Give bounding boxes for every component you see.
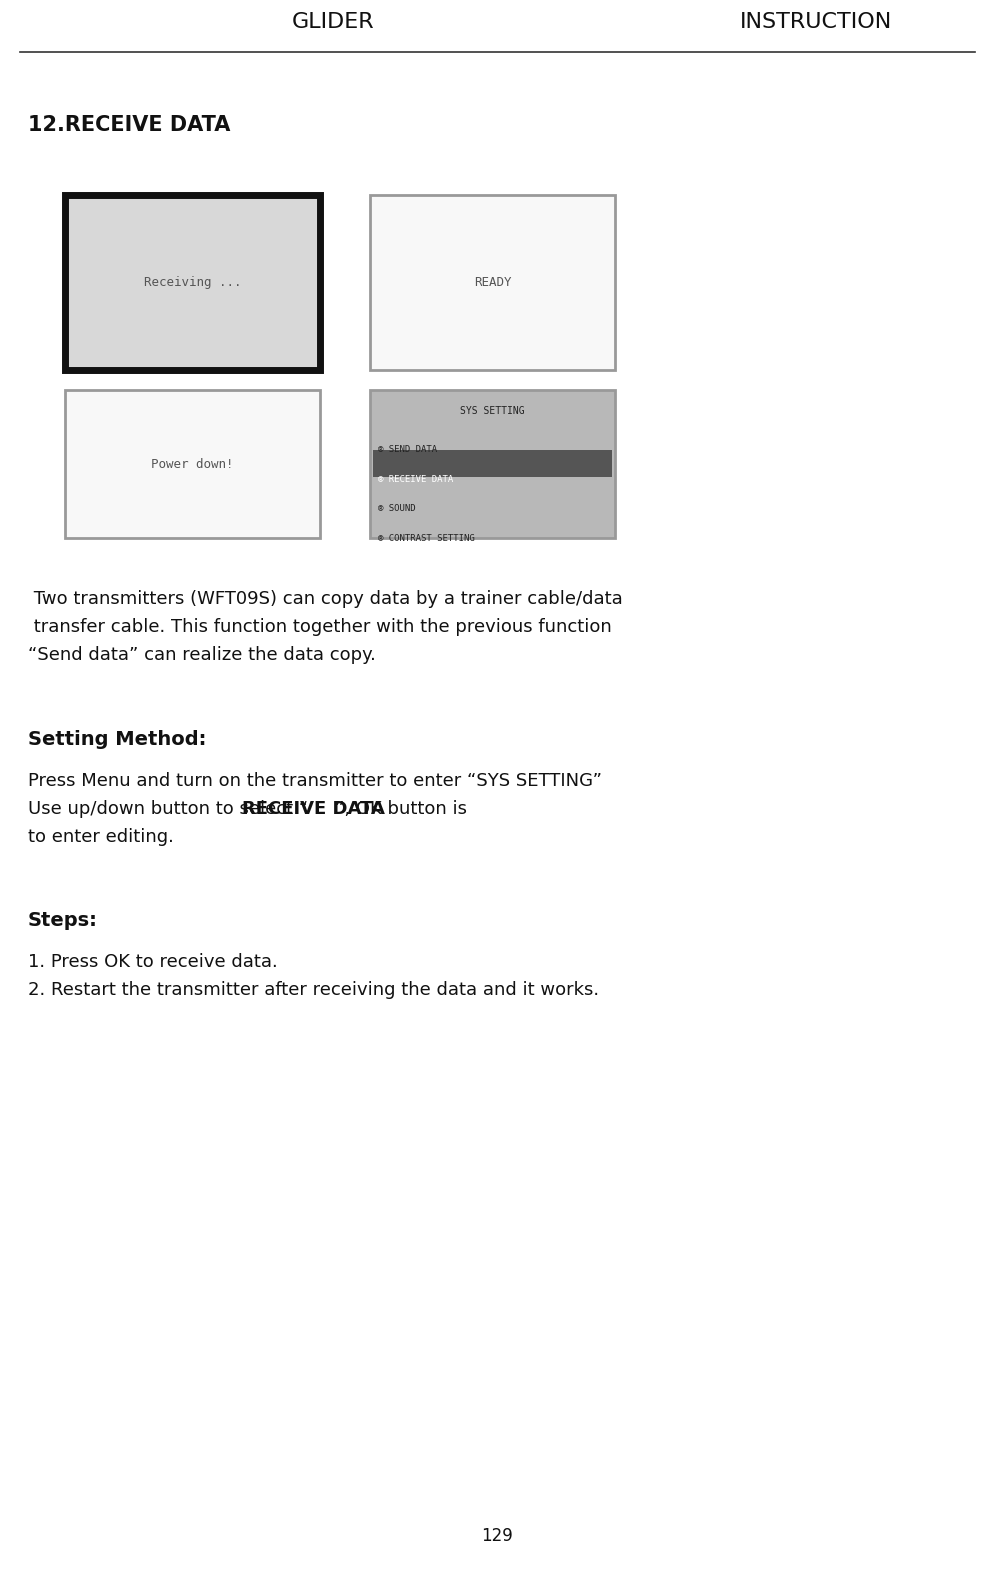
Bar: [65, 391, 320, 539]
Text: Setting Method:: Setting Method:: [28, 729, 206, 750]
Bar: [370, 195, 614, 370]
Bar: [373, 449, 611, 477]
Text: ® RECEIVE DATA: ® RECEIVE DATA: [378, 474, 453, 484]
Text: 2. Restart the transmitter after receiving the data and it works.: 2. Restart the transmitter after receivi…: [28, 981, 598, 999]
Bar: [370, 391, 614, 539]
Text: SYS SETTING: SYS SETTING: [459, 406, 524, 416]
Text: READY: READY: [473, 276, 511, 288]
Text: Steps:: Steps:: [28, 910, 97, 929]
Text: Power down!: Power down!: [151, 457, 234, 471]
Text: Use up/down button to select “: Use up/down button to select “: [28, 800, 308, 817]
Text: ”, OK button is: ”, OK button is: [335, 800, 467, 817]
Text: 1. Press OK to receive data.: 1. Press OK to receive data.: [28, 953, 277, 972]
Text: to enter editing.: to enter editing.: [28, 828, 174, 846]
Text: Receiving ...: Receiving ...: [143, 276, 241, 288]
Text: transfer cable. This function together with the previous function: transfer cable. This function together w…: [28, 617, 611, 636]
Text: RECEIVE DATA: RECEIVE DATA: [243, 800, 385, 817]
Text: GLIDER: GLIDER: [291, 13, 375, 32]
Text: ® SOUND: ® SOUND: [378, 504, 415, 513]
Text: INSTRUCTION: INSTRUCTION: [739, 13, 892, 32]
Text: 12.RECEIVE DATA: 12.RECEIVE DATA: [28, 115, 231, 135]
Bar: [65, 195, 320, 370]
Text: “Send data” can realize the data copy.: “Send data” can realize the data copy.: [28, 646, 376, 665]
Text: Two transmitters (WFT09S) can copy data by a trainer cable/data: Two transmitters (WFT09S) can copy data …: [28, 591, 622, 608]
Text: ® CONTRAST SETTING: ® CONTRAST SETTING: [378, 534, 474, 542]
Text: Press Menu and turn on the transmitter to enter “SYS SETTING”: Press Menu and turn on the transmitter t…: [28, 772, 601, 791]
Text: ® SEND DATA: ® SEND DATA: [378, 446, 436, 454]
Text: 129: 129: [481, 1528, 513, 1545]
